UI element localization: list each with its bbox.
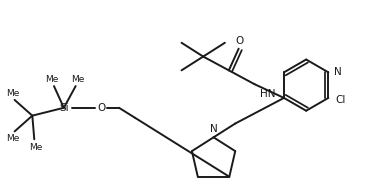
Text: Si: Si: [59, 103, 69, 113]
Text: Me: Me: [30, 143, 43, 152]
Text: Me: Me: [6, 134, 19, 143]
Text: Me: Me: [6, 89, 19, 97]
Text: HN: HN: [260, 89, 276, 99]
Text: Me: Me: [46, 75, 59, 84]
Text: O: O: [97, 103, 105, 113]
Text: Cl: Cl: [335, 95, 345, 105]
Text: Me: Me: [71, 75, 84, 84]
Text: O: O: [236, 36, 244, 46]
Text: N: N: [334, 67, 342, 77]
Text: N: N: [210, 124, 218, 134]
